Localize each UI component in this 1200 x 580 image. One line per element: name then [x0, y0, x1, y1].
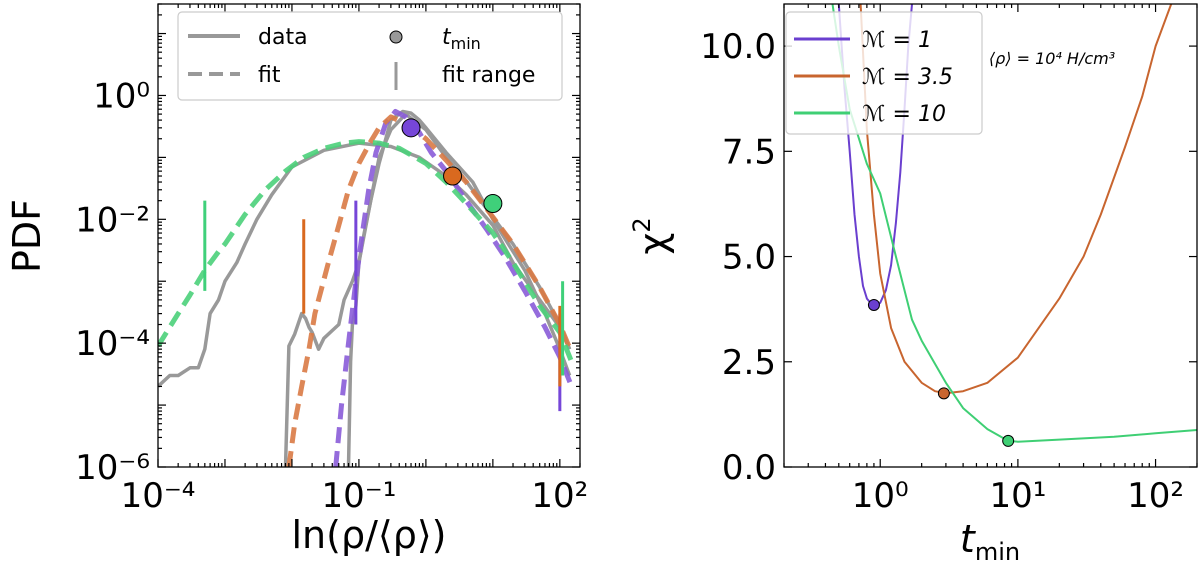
x-tick-label: 10²: [1127, 476, 1184, 516]
series-line-0-4: [286, 114, 574, 467]
right-plot-frame: [783, 3, 1198, 468]
right-y-axis-label: χ2: [628, 217, 675, 254]
x-tick-label: 10⁻⁴: [121, 476, 196, 516]
legend-tmin-label: tmin: [442, 25, 481, 53]
tmin-marker-0-2: [483, 194, 503, 214]
x-tick-label: 10²: [531, 476, 588, 516]
y-tick-label: 10⁰: [93, 76, 150, 116]
left-x-axis-label: ln(ρ/⟨ρ⟩): [292, 513, 447, 557]
legend-fit-label: fit: [258, 63, 281, 88]
left-plot-frame: [157, 3, 581, 468]
series-line-0-0: [346, 109, 572, 467]
left-legend: data fit tmin fit range: [177, 11, 563, 101]
y-tick-label: 10⁻⁶: [75, 448, 150, 488]
right-panel: 10⁰ 10¹ 10² 0.0 2.5 5.0 7.5 10.0 χ2 tmin ⟨ρ⟩ = …: [628, 3, 1198, 566]
left-legend-box: [177, 11, 563, 101]
legend-tmin-marker: [389, 30, 403, 44]
y-tick-label: 2.5: [722, 343, 776, 383]
y-tick-label: 5.0: [722, 238, 776, 278]
legend-data-label: data: [258, 25, 308, 50]
y-tick-label: 10⁻²: [75, 200, 150, 240]
series-line-0-2: [158, 141, 572, 388]
x-tick-label: 10⁻¹: [321, 476, 396, 516]
series-line-1-2: [831, 4, 1197, 443]
legend-fit-range-label: fit range: [442, 63, 535, 88]
tmin-marker-0-1: [443, 166, 463, 186]
tmin-marker-1-1: [937, 387, 950, 400]
legend-m10-label: ℳ = 10: [862, 102, 946, 127]
legend-m35-label: ℳ = 3.5: [862, 65, 953, 90]
tmin-marker-0-0: [401, 118, 421, 138]
legend-m1-label: ℳ = 1: [862, 28, 932, 53]
series-line-0-5: [158, 139, 574, 363]
left-y-axis-label: PDF: [5, 199, 49, 273]
right-legend-box: [785, 11, 983, 135]
x-tick-label: 10⁰: [852, 476, 909, 516]
y-tick-label: 10⁻⁴: [75, 324, 150, 364]
density-annotation: ⟨ρ⟩ = 10⁴ H/cm³: [989, 49, 1115, 68]
right-legend: ℳ = 1 ℳ = 3.5 ℳ = 10: [785, 11, 983, 135]
right-x-axis-label: tmin: [960, 517, 1020, 566]
y-tick-label: 7.5: [722, 132, 776, 172]
x-tick-label: 10¹: [989, 476, 1046, 516]
tmin-marker-1-0: [867, 298, 880, 311]
series-line-1-1: [859, 4, 1173, 395]
y-tick-label: 10.0: [700, 27, 776, 67]
y-tick-label: 0.0: [722, 448, 776, 488]
tmin-marker-1-2: [1002, 434, 1015, 447]
